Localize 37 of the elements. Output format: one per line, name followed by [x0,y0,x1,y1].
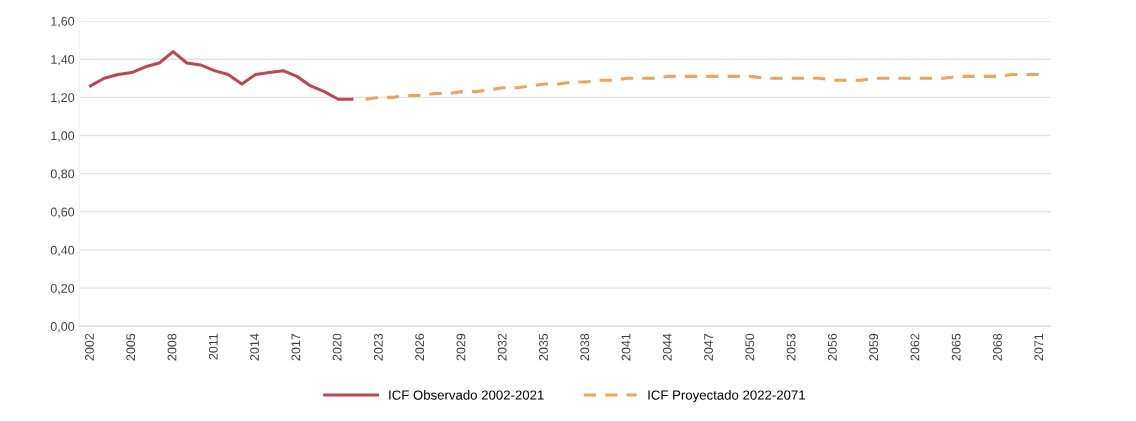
x-tick-label: 2071 [1034,333,1044,361]
x-tick-label: 2026 [415,333,425,361]
x-tick-label: 2032 [497,333,507,361]
y-tick-label: 0,60 [50,207,75,218]
x-tick-label: 2044 [662,333,672,361]
x-tick-label: 2056 [827,333,837,361]
x-tick-label: 2035 [539,333,548,361]
x-tick-label: 2047 [704,333,713,361]
x-tick-label: 2029 [456,333,466,361]
y-tick-label: 0,20 [50,283,75,295]
x-tick-label: 2011 [208,333,218,360]
y-tick-label: 1,40 [51,55,75,66]
y-tick-label: 1,60 [51,16,75,28]
line-series [364,72,1042,101]
x-tick-label: 2065 [951,333,961,361]
x-tick-label: 2068 [993,333,1002,361]
legend-label: ICF Observado 2002-2021 [389,390,544,400]
x-tick-label: 2014 [250,333,259,361]
y-tick-label: 1,20 [51,93,75,104]
y-tick-label: 0,40 [50,245,75,257]
x-tick-label: 2005 [126,333,136,361]
x-tick-label: 2041 [621,333,631,361]
x-tick-label: 2053 [786,333,796,361]
x-tick-label: 2002 [85,333,94,361]
x-tick-label: 2020 [332,333,342,361]
y-tick-label: 0,00 [50,322,75,333]
legend-label: ICF Proyectado 2022-2071 [648,390,805,403]
x-tick-label: 2059 [869,333,879,361]
y-tick-label: 0,80 [50,169,75,180]
x-tick-label: 2050 [745,333,755,361]
x-tick-label: 2023 [373,333,383,361]
y-tick-label: 1,00 [51,131,75,142]
x-tick-label: 2038 [580,333,590,361]
x-tick-label: 2017 [291,333,301,361]
x-tick-label: 2062 [910,333,920,361]
x-tick-label: 2008 [167,333,177,361]
line-series [89,50,354,101]
